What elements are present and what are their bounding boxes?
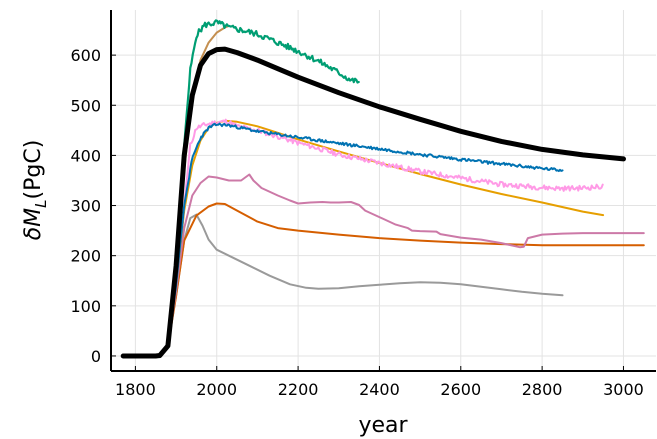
series-line-8 [158,19,360,359]
x-axis-label: year [358,413,408,438]
series-line-1 [158,213,564,358]
x-tick-label: 1800 [115,380,156,399]
x-tick-label: 2800 [522,380,563,399]
x-tick-label: 2200 [278,380,319,399]
x-tick-label: 2600 [440,380,481,399]
series-layer [120,19,645,359]
series-line-5 [158,118,604,358]
x-tick-label: 2000 [196,380,237,399]
series-line-9 [120,46,626,359]
y-tick-label: 300 [70,197,101,216]
series-line-2 [158,202,645,358]
x-tick-label: 3000 [603,380,644,399]
y-tick-label: 600 [70,46,101,65]
ticks: 1800 2000 2200 2400 2600 2800 3000 0 100 200 300 40… [70,46,643,399]
y-tick-label: 200 [70,247,101,266]
y-axis-label: δML(PgC) [21,140,50,241]
y-tick-label: 500 [70,96,101,115]
series-line-6 [158,122,564,358]
series-line-4 [158,119,605,358]
x-tick-label: 2400 [359,380,400,399]
y-tick-label: 100 [70,297,101,316]
y-tick-label: 0 [91,347,101,366]
y-tick-label: 400 [70,146,101,165]
grid [111,10,656,371]
axes [110,10,656,372]
series-line-3 [158,173,645,358]
